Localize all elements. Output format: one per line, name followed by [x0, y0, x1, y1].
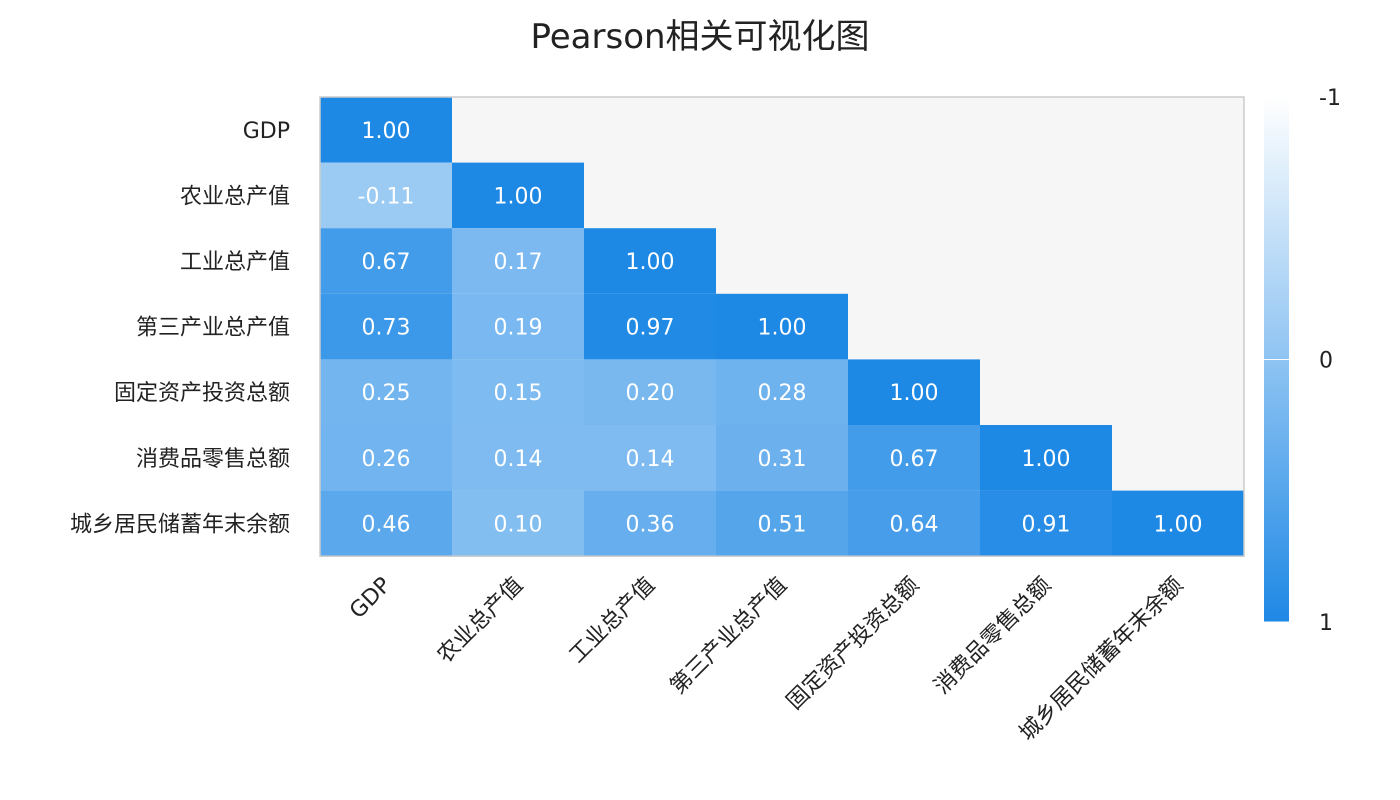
- cell-value-label: 0.91: [1022, 512, 1071, 537]
- cell-value-label: 1.00: [626, 250, 675, 275]
- plot-area: 1.00 -0.11 1.00 0.67 0.17 1.00 0.73 0.19 0.97 1.0…: [70, 96, 1245, 746]
- colorbar: -1 0 1: [1264, 86, 1341, 636]
- cell-value-label: 0.20: [626, 381, 675, 406]
- heatmap-cell: [320, 490, 452, 557]
- x-tick-label: 第三产业总产值: [666, 573, 793, 700]
- heatmap-cell: [320, 162, 452, 229]
- cell-value-label: 0.31: [758, 447, 807, 472]
- cell-value-label: 0.51: [758, 512, 807, 537]
- cell-value-label: 1.00: [758, 316, 807, 341]
- cell-value-label: 0.25: [362, 381, 411, 406]
- heatmap-cell: [716, 490, 848, 557]
- cell-value-label: 0.15: [494, 381, 543, 406]
- cell-value-label: 0.10: [494, 512, 543, 537]
- cell-value-label: 0.67: [890, 447, 939, 472]
- heatmap-cell: [584, 359, 716, 425]
- cell-value-label: 0.46: [362, 512, 411, 537]
- heatmap-cell: [320, 359, 452, 425]
- heatmap-cell: [1112, 490, 1244, 557]
- heatmap-cell: [584, 293, 716, 360]
- cell-value-label: 0.17: [494, 250, 543, 275]
- cell-value-label: 0.28: [758, 381, 807, 406]
- heatmap-cell: [980, 490, 1112, 557]
- heatmap-cell: [452, 359, 584, 425]
- y-tick-label: 工业总产值: [180, 250, 290, 275]
- colorbar-tick-label: 0: [1319, 349, 1333, 374]
- heatmap-cell: [848, 359, 980, 425]
- cell-value-label: 1.00: [494, 184, 543, 209]
- cell-value-label: -0.11: [358, 184, 415, 209]
- cell-value-label: 1.00: [890, 381, 939, 406]
- heatmap-cell: [980, 425, 1112, 491]
- y-tick-label: 城乡居民储蓄年末余额: [70, 512, 290, 537]
- heatmap-cell: [452, 162, 584, 229]
- heatmap-cell: [320, 425, 452, 491]
- y-tick-label: 第三产业总产值: [136, 316, 290, 341]
- cell-value-label: 0.19: [494, 316, 543, 341]
- y-tick-label: 农业总产值: [180, 184, 290, 209]
- x-tick-label: 工业总产值: [565, 573, 660, 668]
- cell-value-label: 1.00: [362, 119, 411, 144]
- heatmap-cell: [320, 293, 452, 360]
- heatmap-cell: [848, 425, 980, 491]
- plot-frame: [319, 96, 1245, 557]
- cell-value-label: 0.67: [362, 250, 411, 275]
- cell-value-label: 1.00: [1154, 512, 1203, 537]
- cell-value-label: 0.97: [626, 316, 675, 341]
- cell-value-label: 1.00: [1022, 447, 1071, 472]
- heatmap-cell: [716, 293, 848, 360]
- heatmap-cell: [452, 228, 584, 294]
- cell-value-label: 0.73: [362, 316, 411, 341]
- x-tick-label: 固定资产投资总额: [782, 573, 924, 715]
- heatmap-cell: [452, 293, 584, 360]
- heatmap-cell: [716, 425, 848, 491]
- x-tick-label: 农业总产值: [433, 573, 528, 668]
- y-tick-label: GDP: [243, 119, 290, 144]
- heatmap-cell: [320, 97, 452, 163]
- cell-value-label: 0.14: [626, 447, 675, 472]
- colorbar-tick-label: -1: [1319, 86, 1341, 111]
- heatmap-cell: [452, 425, 584, 491]
- heatmap-cell: [320, 228, 452, 294]
- heatmap-cell: [584, 425, 716, 491]
- cell-value-label: 0.14: [494, 447, 543, 472]
- heatmap-cell: [584, 228, 716, 294]
- x-tick-label: GDP: [345, 573, 396, 624]
- colorbar-tick-label: 1: [1319, 611, 1333, 636]
- cell-value-label: 0.36: [626, 512, 675, 537]
- y-tick-label: 消费品零售总额: [136, 447, 290, 472]
- x-tick-label: 消费品零售总额: [930, 573, 1057, 700]
- cell-value-label: 0.26: [362, 447, 411, 472]
- heatmap-cell: [716, 359, 848, 425]
- heatmap-cell: [584, 490, 716, 557]
- cell-value-label: 0.64: [890, 512, 939, 537]
- chart-title: Pearson相关可视化图: [530, 17, 869, 57]
- y-tick-label: 固定资产投资总额: [114, 381, 290, 406]
- heatmap-cell: [848, 490, 980, 557]
- heatmap-cell: [452, 490, 584, 557]
